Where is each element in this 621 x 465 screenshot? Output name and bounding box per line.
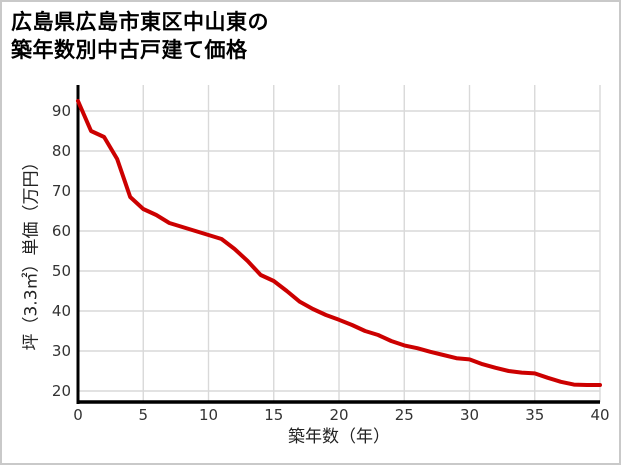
x-tick-label: 30	[460, 406, 479, 424]
y-tick-label: 80	[52, 142, 71, 160]
x-tick-label: 5	[138, 406, 148, 424]
x-axis-title: 築年数（年）	[288, 427, 390, 447]
y-tick-label: 50	[52, 262, 71, 280]
x-tick-label: 35	[525, 406, 544, 424]
chart-title-line1: 広島県広島市東区中山東の	[11, 10, 269, 34]
chart-title-line2: 築年数別中古戸建て価格	[11, 38, 248, 62]
y-tick-label: 20	[52, 382, 71, 400]
y-tick-label: 60	[52, 222, 71, 240]
y-tick-label: 90	[52, 102, 71, 120]
y-axis-title: 坪（3.3㎡）単価（万円）	[21, 153, 42, 351]
chart-title: 広島県広島市東区中山東の 築年数別中古戸建て価格	[11, 8, 269, 64]
y-tick-label: 30	[52, 342, 71, 360]
y-tick-label: 70	[52, 182, 71, 200]
x-tick-label: 25	[395, 406, 414, 424]
y-tick-label: 40	[52, 302, 71, 320]
x-tick-label: 40	[590, 406, 609, 424]
x-tick-label: 20	[329, 406, 348, 424]
x-tick-label: 10	[199, 406, 218, 424]
x-tick-label: 0	[73, 406, 83, 424]
price-line	[76, 99, 602, 387]
x-tick-label: 15	[264, 406, 283, 424]
